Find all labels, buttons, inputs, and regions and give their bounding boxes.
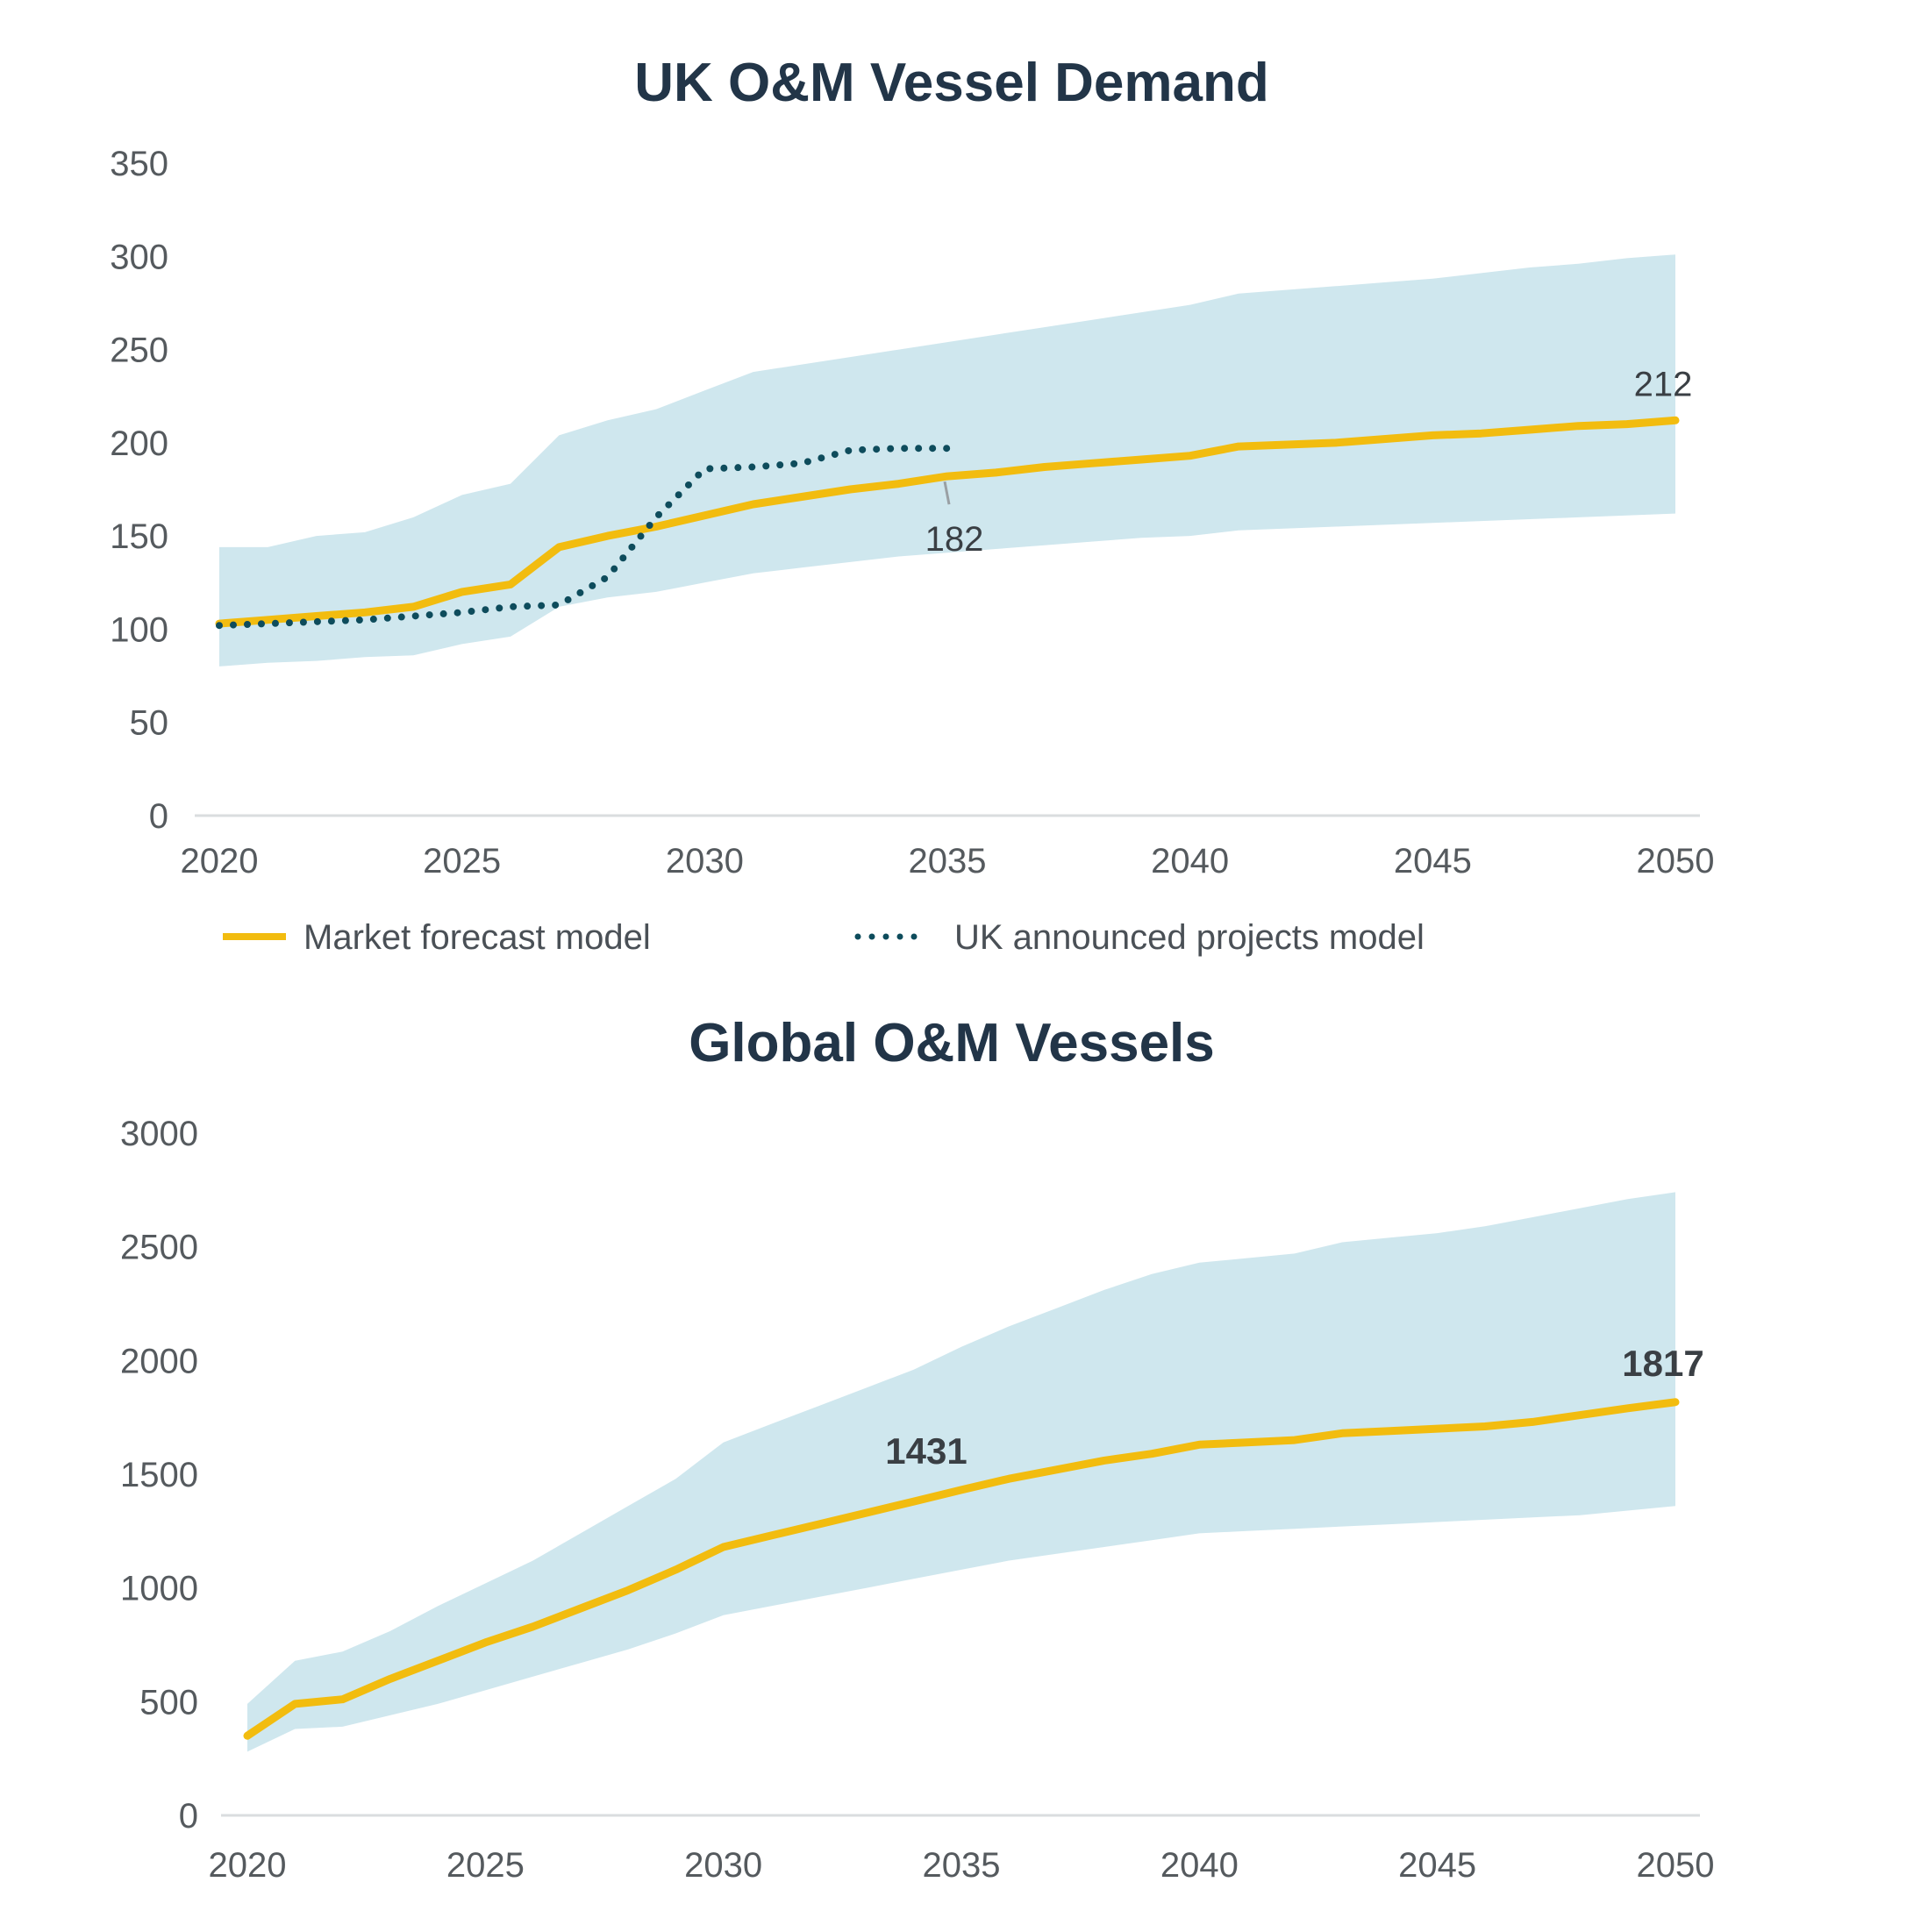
y-tick-label: 300 [110,238,168,276]
y-tick-label: 200 [110,424,168,463]
uncertainty-band-area [247,1192,1675,1752]
x-tick-label: 2035 [909,842,987,880]
y-tick-label: 350 [110,145,168,183]
y-tick-label: 500 [139,1683,198,1722]
x-tick-label: 2050 [1637,1846,1715,1885]
uk-chart-title: UK O&M Vessel Demand [634,53,1269,113]
x-tick-label: 2020 [181,842,259,880]
global-annotations: 1431 1817 [885,1343,1703,1472]
x-tick-label: 2030 [684,1846,762,1885]
global-uncertainty-band [247,1192,1675,1752]
global-chart-title: Global O&M Vessels [689,1013,1215,1073]
x-tick-label: 2040 [1151,842,1229,880]
uk-vessel-demand-chart: UK O&M Vessel Demand 0 50 100 150 200 250 300 3… [110,53,1714,957]
x-tick-label: 2040 [1160,1846,1239,1885]
market-forecast-line [215,416,1680,628]
uk-y-axis-ticks: 0 50 100 150 200 250 300 350 [110,145,168,836]
data-label: 1431 [885,1430,967,1472]
global-series [243,1398,1680,1740]
y-tick-label: 150 [110,517,168,556]
y-tick-label: 100 [110,610,168,649]
y-tick-label: 50 [130,704,169,743]
y-tick-label: 0 [179,1797,198,1836]
uk-x-axis-ticks: 2020 2025 2030 2035 2040 2045 2050 [181,842,1715,880]
x-tick-label: 2025 [423,842,501,880]
x-tick-label: 2050 [1637,842,1715,880]
uk-annotations: 182 212 [925,365,1693,559]
global-vessels-chart: Global O&M Vessels 0 500 1000 1500 2000 2500 3… [120,1013,1714,1885]
x-tick-label: 2020 [209,1846,287,1885]
data-label: 212 [1634,365,1693,403]
legend-forecast-label: Market forecast model [303,918,651,957]
data-label: 182 [925,520,984,559]
x-tick-label: 2045 [1394,842,1472,880]
data-label: 1817 [1622,1343,1703,1384]
global-x-axis-ticks: 2020 2025 2030 2035 2040 2045 2050 [209,1846,1715,1885]
uk-series [215,416,1680,630]
annotation-leader-line [943,481,951,505]
x-tick-label: 2030 [666,842,744,880]
legend-announced-label: UK announced projects model [954,918,1425,957]
x-tick-label: 2045 [1398,1846,1476,1885]
x-tick-label: 2025 [446,1846,525,1885]
market-forecast-line [243,1398,1680,1740]
uncertainty-band-area [219,254,1675,667]
uk-legend: Market forecast model UK announced proje… [223,918,1425,957]
y-tick-label: 2500 [120,1229,198,1267]
y-tick-label: 0 [149,797,168,836]
y-tick-label: 1500 [120,1456,198,1494]
y-tick-label: 3000 [120,1115,198,1153]
y-tick-label: 1000 [120,1570,198,1608]
uk-uncertainty-band [219,254,1675,667]
x-tick-label: 2035 [923,1846,1001,1885]
global-y-axis-ticks: 0 500 1000 1500 2000 2500 3000 [120,1115,198,1836]
y-tick-label: 2000 [120,1342,198,1380]
y-tick-label: 250 [110,332,168,370]
